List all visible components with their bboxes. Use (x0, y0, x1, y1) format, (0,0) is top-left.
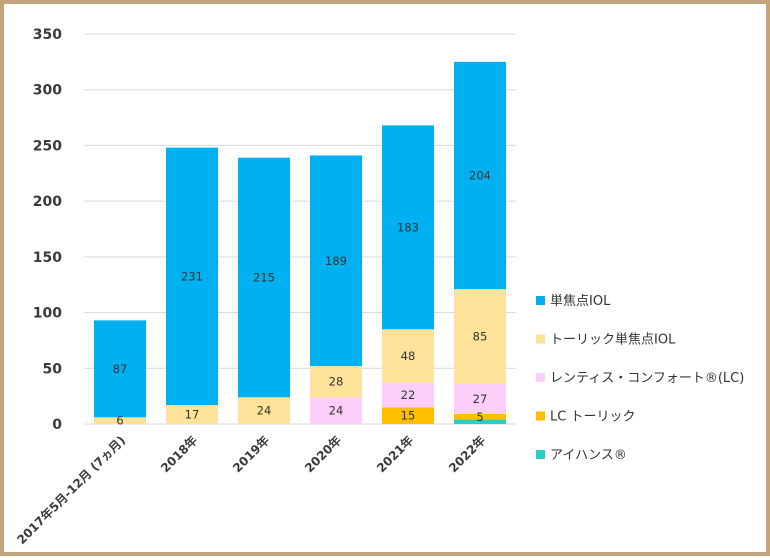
legend: 単焦点IOL トーリック単焦点IOL レンティス・コンフォート®(LC) LC トーリ… (536, 293, 744, 463)
data-label: 22 (401, 388, 416, 402)
data-label: 6 (116, 414, 123, 428)
data-label: 183 (397, 220, 419, 234)
data-label: 87 (113, 362, 128, 376)
bar-segment (382, 125, 434, 330)
data-label: 15 (401, 409, 416, 423)
data-labels: 6 87 17 231 24 215 24 28 189 15 22 48 183 5 27 85 204 (113, 169, 491, 428)
bar-segment (166, 147, 218, 406)
data-label: 24 (329, 404, 344, 418)
legend-label: レンティス・コンフォート®(LC) (550, 371, 744, 386)
bar-segment (310, 397, 362, 424)
legend-swatch (536, 334, 545, 344)
y-tick-label: 350 (33, 27, 62, 43)
y-tick-label: 300 (33, 83, 62, 99)
legend-swatch (536, 411, 545, 421)
x-tick-label: 2018年 (157, 433, 200, 476)
legend-label: LC トーリック (550, 410, 635, 425)
data-label: 5 (476, 410, 483, 424)
bar-segment (382, 382, 434, 408)
data-label: 48 (401, 349, 416, 363)
legend-label: アイハンス® (550, 448, 627, 463)
y-tick-label: 0 (52, 417, 62, 433)
x-tick-label: 2021年 (373, 433, 416, 476)
data-label: 17 (185, 408, 200, 422)
x-tick-label: 2019年 (229, 433, 272, 476)
data-label: 28 (329, 375, 344, 389)
bar-segment (454, 413, 506, 420)
x-tick-label: 2020年 (301, 433, 344, 476)
x-tick-label: 2022年 (445, 433, 488, 476)
data-label: 24 (257, 404, 272, 418)
bar-segment (454, 383, 506, 414)
legend-swatch (536, 450, 545, 459)
bar-segment (454, 289, 506, 384)
gridlines (84, 33, 516, 425)
x-tick-label: 2017年5月-12月 (7ヵ月) (14, 433, 129, 548)
bar-segment (166, 405, 218, 424)
data-label: 85 (473, 330, 488, 344)
stacked-bar-chart: 0 50 100 150 200 250 300 350 6 87 17 231 24 215 24 28 1… (14, 27, 745, 548)
bar-segment (454, 61, 506, 290)
bar-segment (310, 366, 362, 398)
legend-swatch (536, 296, 545, 305)
bar-segment (382, 329, 434, 383)
y-tick-label: 200 (33, 194, 62, 210)
y-tick-label: 150 (33, 250, 62, 266)
legend-label: 単焦点IOL (550, 293, 611, 309)
bars (94, 61, 506, 424)
y-tick-label: 250 (33, 138, 62, 154)
y-tick-label: 100 (33, 306, 62, 322)
bar-segment (382, 407, 434, 424)
data-label: 204 (469, 169, 491, 183)
bar-segment (94, 417, 146, 424)
y-tick-label: 50 (43, 361, 63, 377)
legend-swatch (536, 373, 545, 382)
bar-segment (238, 157, 290, 398)
bar-segment (454, 419, 506, 424)
y-axis-ticks: 0 50 100 150 200 250 300 350 (33, 27, 62, 433)
legend-label: トーリック単焦点IOL (550, 332, 676, 348)
data-label: 189 (325, 254, 347, 268)
data-label: 231 (181, 269, 203, 283)
bar-segment (238, 397, 290, 424)
data-label: 27 (473, 392, 488, 406)
x-axis-labels: 2017年5月-12月 (7ヵ月) 2018年 2019年 2020年 2021年 202… (14, 433, 489, 548)
bar-segment (310, 155, 362, 367)
data-label: 215 (253, 270, 275, 284)
bar-segment (94, 320, 146, 418)
